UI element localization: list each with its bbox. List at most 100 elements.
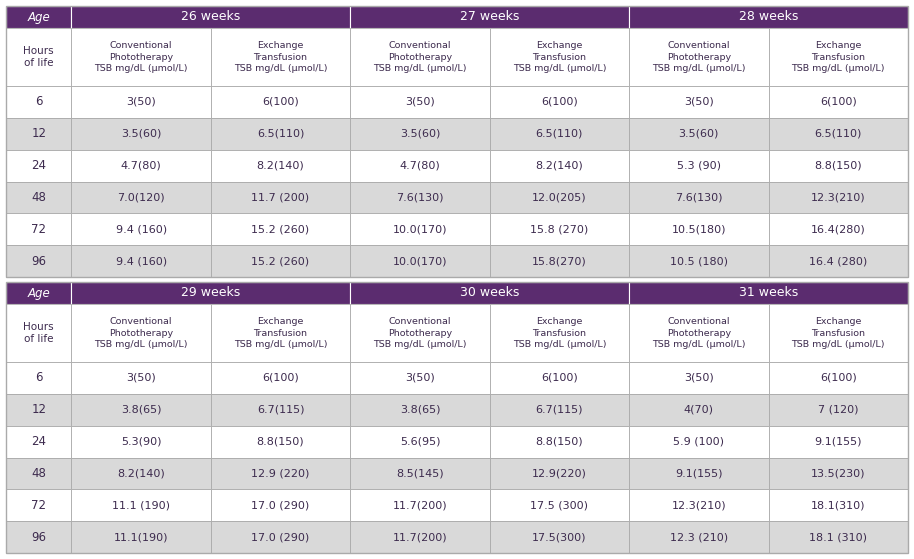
Bar (211, 304, 350, 362)
Bar (6, 182, 71, 214)
Bar (490, 150, 629, 182)
Text: 17.0 (290): 17.0 (290) (251, 532, 310, 542)
Bar (71, 521, 211, 553)
Bar (769, 182, 908, 214)
Text: 3.5(60): 3.5(60) (399, 129, 441, 139)
Bar (71, 457, 211, 489)
Bar (211, 118, 350, 150)
Text: Conventional
Phototherapy
TSB mg/dL (μmol/L): Conventional Phototherapy TSB mg/dL (μmo… (373, 41, 467, 73)
Text: 6.5(110): 6.5(110) (814, 129, 862, 139)
Bar (6, 425, 71, 457)
Bar (350, 489, 490, 521)
Text: 10.0(170): 10.0(170) (393, 256, 447, 266)
Text: Exchange
Transfusion
TSB mg/dL (μmol/L): Exchange Transfusion TSB mg/dL (μmol/L) (513, 41, 606, 73)
Text: 72: 72 (31, 499, 47, 511)
Bar (490, 245, 629, 277)
Bar (769, 150, 908, 182)
Text: 3.8(65): 3.8(65) (121, 405, 162, 415)
Text: Conventional
Phototherapy
TSB mg/dL (μmol/L): Conventional Phototherapy TSB mg/dL (μmo… (94, 41, 188, 73)
Text: Age: Age (27, 287, 50, 300)
Bar (629, 362, 769, 394)
Bar (769, 28, 908, 86)
Bar (71, 118, 211, 150)
Text: 15.8 (270): 15.8 (270) (530, 224, 589, 234)
Bar (6, 457, 71, 489)
Bar (350, 282, 629, 304)
Bar (71, 282, 350, 304)
Text: 16.4 (280): 16.4 (280) (809, 256, 867, 266)
Text: 7.6(130): 7.6(130) (675, 192, 723, 202)
Bar (6, 6, 71, 28)
Text: 28 weeks: 28 weeks (739, 11, 798, 23)
Bar (490, 182, 629, 214)
Bar (490, 394, 629, 425)
Text: 3(50): 3(50) (126, 97, 156, 107)
Bar (629, 521, 769, 553)
Bar (490, 521, 629, 553)
Text: 8.8(150): 8.8(150) (814, 160, 862, 170)
Text: 24: 24 (31, 435, 47, 448)
Text: 12.3 (210): 12.3 (210) (670, 532, 728, 542)
Text: 6.7(115): 6.7(115) (536, 405, 583, 415)
Bar (769, 489, 908, 521)
Text: 7.6(130): 7.6(130) (397, 192, 443, 202)
Text: 24: 24 (31, 159, 47, 172)
Text: Conventional
Phototherapy
TSB mg/dL (μmol/L): Conventional Phototherapy TSB mg/dL (μmo… (652, 317, 746, 349)
Text: 9.1(155): 9.1(155) (814, 437, 862, 447)
Bar (769, 394, 908, 425)
Text: 10.5 (180): 10.5 (180) (670, 256, 728, 266)
Bar (6, 521, 71, 553)
Text: 17.5(300): 17.5(300) (532, 532, 587, 542)
Text: 12.9 (220): 12.9 (220) (251, 468, 310, 479)
Text: 15.2 (260): 15.2 (260) (251, 256, 310, 266)
Text: 9.4 (160): 9.4 (160) (115, 256, 166, 266)
Bar (350, 150, 490, 182)
Bar (6, 118, 71, 150)
Text: 13.5(230): 13.5(230) (811, 468, 866, 479)
Text: 6(100): 6(100) (262, 373, 299, 383)
Bar (71, 489, 211, 521)
Text: 3(50): 3(50) (684, 97, 714, 107)
Text: 7 (120): 7 (120) (818, 405, 858, 415)
Bar (350, 521, 490, 553)
Bar (490, 118, 629, 150)
Bar (629, 86, 769, 118)
Bar (71, 362, 211, 394)
Text: 6(100): 6(100) (262, 97, 299, 107)
Bar (6, 282, 908, 553)
Text: 10.5(180): 10.5(180) (672, 224, 726, 234)
Text: 6(100): 6(100) (820, 97, 856, 107)
Text: 48: 48 (31, 191, 46, 204)
Text: Hours
of life: Hours of life (24, 322, 54, 344)
Text: 17.0 (290): 17.0 (290) (251, 500, 310, 510)
Bar (350, 362, 490, 394)
Bar (490, 489, 629, 521)
Text: Conventional
Phototherapy
TSB mg/dL (μmol/L): Conventional Phototherapy TSB mg/dL (μmo… (373, 317, 467, 349)
Text: 8.2(140): 8.2(140) (536, 160, 583, 170)
Text: 11.7(200): 11.7(200) (393, 532, 447, 542)
Text: 4(70): 4(70) (684, 405, 714, 415)
Bar (769, 245, 908, 277)
Bar (350, 245, 490, 277)
Text: 12.9(220): 12.9(220) (532, 468, 587, 479)
Text: Exchange
Transfusion
TSB mg/dL (μmol/L): Exchange Transfusion TSB mg/dL (μmol/L) (792, 41, 885, 73)
Bar (629, 150, 769, 182)
Bar (769, 118, 908, 150)
Text: 6: 6 (35, 96, 42, 108)
Text: 8.2(140): 8.2(140) (117, 468, 165, 479)
Bar (6, 394, 71, 425)
Text: 9.1(155): 9.1(155) (675, 468, 723, 479)
Bar (629, 28, 769, 86)
Text: 12: 12 (31, 127, 47, 140)
Text: Conventional
Phototherapy
TSB mg/dL (μmol/L): Conventional Phototherapy TSB mg/dL (μmo… (94, 317, 188, 349)
Bar (6, 86, 71, 118)
Text: 3(50): 3(50) (684, 373, 714, 383)
Text: 16.4(280): 16.4(280) (811, 224, 866, 234)
Text: 5.3(90): 5.3(90) (121, 437, 162, 447)
Text: 6.5(110): 6.5(110) (536, 129, 583, 139)
Bar (6, 362, 71, 394)
Bar (769, 214, 908, 245)
Bar (211, 182, 350, 214)
Bar (350, 394, 490, 425)
Bar (6, 214, 71, 245)
